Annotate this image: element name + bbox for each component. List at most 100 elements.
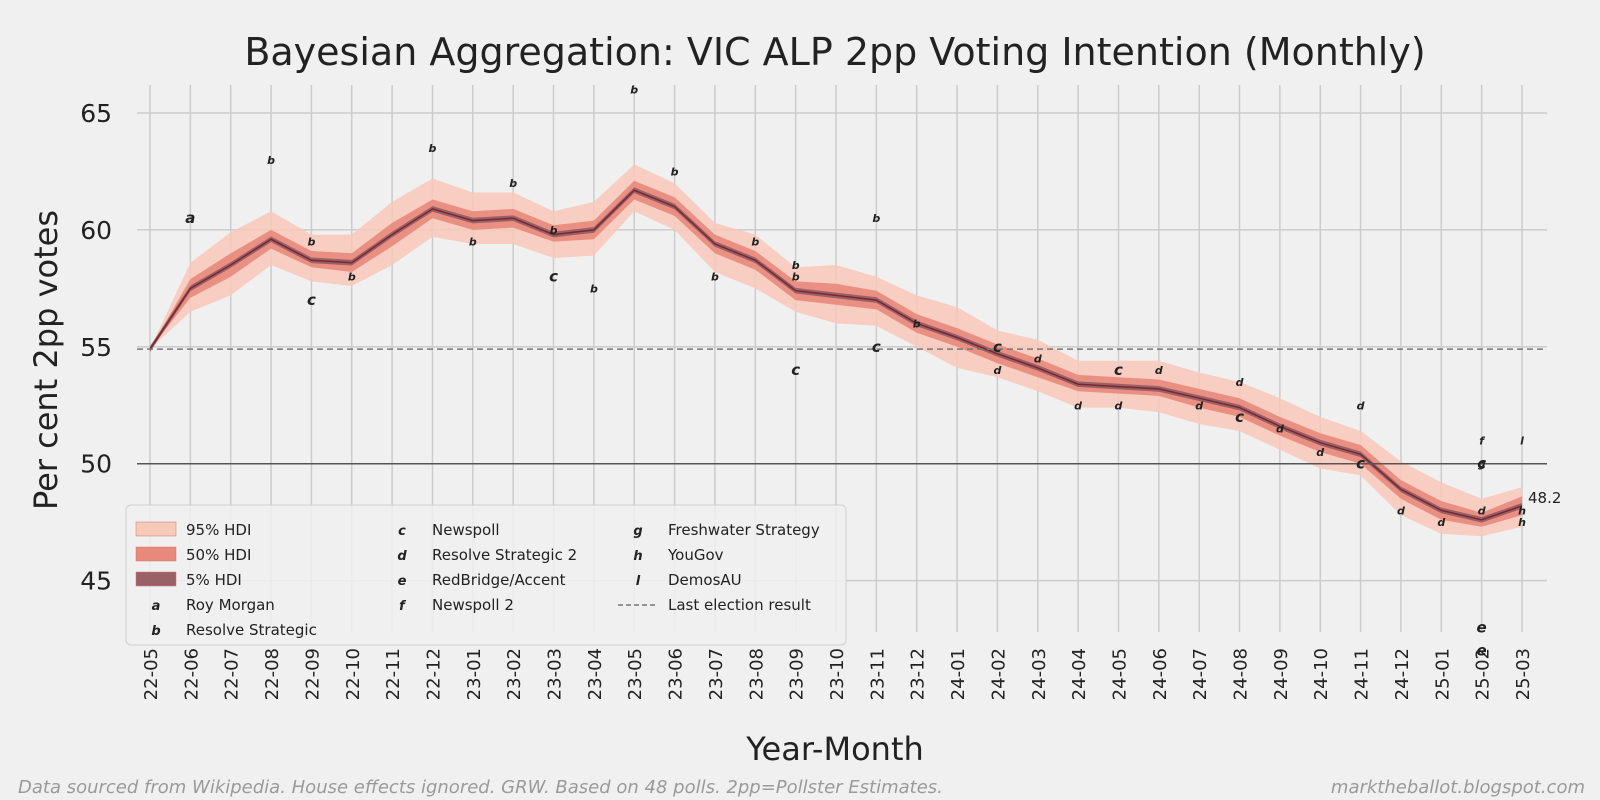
x-tick-label: 23-08 (746, 648, 767, 700)
x-tick-label: 23-09 (787, 648, 808, 700)
poll-marker-e: e (1477, 618, 1487, 636)
y-tick-label: 45 (80, 567, 112, 596)
poll-marker-b: b (267, 154, 275, 167)
legend-label: 5% HDI (186, 571, 242, 589)
poll-marker-d: d (1115, 399, 1123, 412)
legend-marker-a: a (152, 599, 161, 614)
poll-marker-d: d (993, 364, 1001, 377)
x-tick-label: 24-06 (1150, 648, 1171, 700)
footer-blog-url: marktheballot.blogspot.com (1331, 777, 1585, 798)
legend-label: Resolve Strategic 2 (432, 546, 577, 564)
plot-area: abbcbbbbbcbbbbbbbcbcbcdddcddddcdddcddfgc… (80, 84, 1561, 701)
x-tick-label: 25-03 (1513, 648, 1534, 700)
poll-marker-d: d (1155, 364, 1163, 377)
poll-marker-b: b (792, 259, 800, 272)
poll-marker-b: b (913, 317, 921, 330)
poll-marker-d: d (1397, 504, 1405, 517)
legend-marker-g: g (633, 524, 642, 539)
x-tick-label: 24-11 (1352, 648, 1373, 700)
legend-label: Resolve Strategic (186, 621, 317, 639)
x-axis-label: Year-Month (745, 730, 924, 768)
poll-marker-b: b (671, 165, 679, 178)
x-tick-label: 24-08 (1231, 648, 1252, 700)
poll-marker-d: d (1236, 376, 1244, 389)
legend-swatch-2 (135, 571, 177, 587)
legend-marker-h: h (633, 549, 642, 564)
x-tick-label: 24-03 (1029, 648, 1050, 700)
poll-marker-d: d (1437, 516, 1445, 529)
legend-label: 95% HDI (186, 521, 251, 539)
x-tick-label: 23-10 (827, 648, 848, 700)
median-line (149, 189, 1523, 521)
poll-marker-a: a (185, 209, 195, 227)
legend-marker-d: d (397, 549, 407, 564)
x-tick-label: 25-01 (1432, 648, 1453, 700)
x-tick-label: 22-09 (302, 648, 323, 700)
x-tick-label: 23-03 (545, 648, 566, 700)
poll-marker-d: d (1478, 504, 1486, 517)
poll-marker-c: c (307, 291, 316, 309)
footer-source-note: Data sourced from Wikipedia. House effec… (18, 777, 943, 798)
legend-swatch-1 (135, 546, 177, 562)
poll-marker-l: l (1520, 434, 1524, 447)
legend-label: 50% HDI (186, 546, 251, 564)
poll-marker-d: d (1034, 353, 1042, 366)
legend-label: Last election result (668, 596, 811, 614)
poll-marker-c: c (1235, 408, 1244, 426)
legend-label: Roy Morgan (186, 596, 275, 614)
legend-label: RedBridge/Accent (432, 571, 566, 589)
x-tick-label: 22-06 (181, 648, 202, 700)
legend-marker-c: c (398, 524, 406, 539)
poll-marker-d: d (1316, 446, 1324, 459)
poll-marker-b: b (469, 236, 477, 249)
poll-marker-b: b (872, 212, 880, 225)
x-tick-label: 23-05 (625, 648, 646, 700)
poll-marker-b: b (550, 224, 558, 237)
end-value-label: 48.2 (1528, 489, 1561, 507)
poll-marker-g: g (1478, 458, 1486, 471)
legend-label: Newspoll (432, 521, 500, 539)
x-tick-label: 23-07 (706, 648, 727, 700)
legend-marker-e: e (398, 574, 407, 589)
x-tick-label: 22-05 (141, 648, 162, 700)
x-tick-label: 24-01 (948, 648, 969, 700)
hdi-95-band (150, 164, 1522, 537)
x-tick-label: 22-07 (222, 648, 243, 700)
y-tick-label: 55 (80, 333, 112, 362)
x-tick-label: 24-10 (1311, 648, 1332, 700)
x-tick-label: 24-07 (1190, 648, 1211, 700)
poll-marker-c: c (872, 338, 881, 356)
poll-marker-c: c (1356, 455, 1365, 473)
poll-marker-h: h (1518, 516, 1526, 529)
legend-label: Freshwater Strategy (668, 521, 820, 539)
poll-marker-c: c (993, 338, 1002, 356)
poll-marker-h: h (1518, 504, 1526, 517)
x-tick-label: 22-12 (423, 648, 444, 700)
legend-marker-l: l (636, 574, 641, 589)
legend-marker-f: f (399, 599, 407, 614)
y-axis-label: Per cent 2pp votes (27, 210, 65, 510)
poll-marker-f: f (1479, 434, 1485, 447)
poll-marker-d: d (1276, 423, 1284, 436)
y-tick-label: 60 (80, 216, 112, 245)
poll-marker-b: b (509, 177, 517, 190)
y-tick-label: 65 (80, 99, 112, 128)
x-tick-label: 23-02 (504, 648, 525, 700)
x-tick-label: 22-08 (262, 648, 283, 700)
poll-marker-b: b (348, 271, 356, 284)
poll-marker-c: c (791, 361, 800, 379)
chart-title: Bayesian Aggregation: VIC ALP 2pp Voting… (244, 30, 1425, 74)
x-tick-label: 23-01 (464, 648, 485, 700)
legend: 95% HDI 50% HDI 5% HDI a Roy Morgan b Resolve … (125, 504, 847, 646)
x-tick-label: 22-10 (343, 648, 364, 700)
y-tick-label: 50 (80, 450, 112, 479)
poll-marker-b: b (590, 282, 598, 295)
poll-marker-e: e (1477, 642, 1487, 660)
poll-marker-b: b (711, 271, 719, 284)
poll-marker-b: b (792, 271, 800, 284)
legend-label: Newspoll 2 (432, 596, 514, 614)
x-tick-label: 24-04 (1069, 648, 1090, 700)
x-tick-label: 24-09 (1271, 648, 1292, 700)
